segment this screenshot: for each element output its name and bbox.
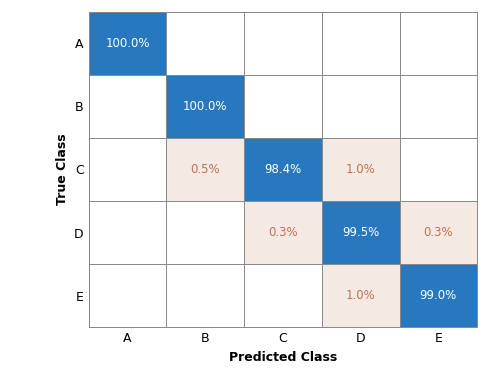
FancyBboxPatch shape (89, 201, 166, 264)
FancyBboxPatch shape (400, 75, 477, 138)
Text: 99.0%: 99.0% (420, 289, 457, 302)
FancyBboxPatch shape (166, 201, 244, 264)
Text: 0.3%: 0.3% (424, 226, 453, 239)
FancyBboxPatch shape (244, 138, 322, 201)
Text: 1.0%: 1.0% (346, 289, 375, 302)
FancyBboxPatch shape (89, 264, 166, 327)
FancyBboxPatch shape (166, 75, 244, 138)
FancyBboxPatch shape (244, 201, 322, 264)
Text: 0.5%: 0.5% (190, 163, 220, 176)
FancyBboxPatch shape (244, 264, 322, 327)
FancyBboxPatch shape (89, 75, 166, 138)
Text: 99.5%: 99.5% (342, 226, 379, 239)
FancyBboxPatch shape (89, 138, 166, 201)
FancyBboxPatch shape (322, 201, 400, 264)
FancyBboxPatch shape (322, 12, 400, 75)
Text: 98.4%: 98.4% (264, 163, 302, 176)
FancyBboxPatch shape (400, 138, 477, 201)
FancyBboxPatch shape (244, 12, 322, 75)
FancyBboxPatch shape (322, 264, 400, 327)
FancyBboxPatch shape (244, 75, 322, 138)
Text: 100.0%: 100.0% (183, 100, 227, 113)
X-axis label: Predicted Class: Predicted Class (229, 351, 337, 364)
FancyBboxPatch shape (322, 75, 400, 138)
FancyBboxPatch shape (322, 138, 400, 201)
FancyBboxPatch shape (166, 12, 244, 75)
Text: 1.0%: 1.0% (346, 163, 375, 176)
FancyBboxPatch shape (400, 264, 477, 327)
FancyBboxPatch shape (89, 12, 166, 75)
FancyBboxPatch shape (166, 138, 244, 201)
FancyBboxPatch shape (400, 201, 477, 264)
Text: 0.3%: 0.3% (268, 226, 298, 239)
FancyBboxPatch shape (166, 264, 244, 327)
Text: 100.0%: 100.0% (105, 37, 150, 50)
Y-axis label: True Class: True Class (56, 134, 68, 205)
FancyBboxPatch shape (400, 12, 477, 75)
